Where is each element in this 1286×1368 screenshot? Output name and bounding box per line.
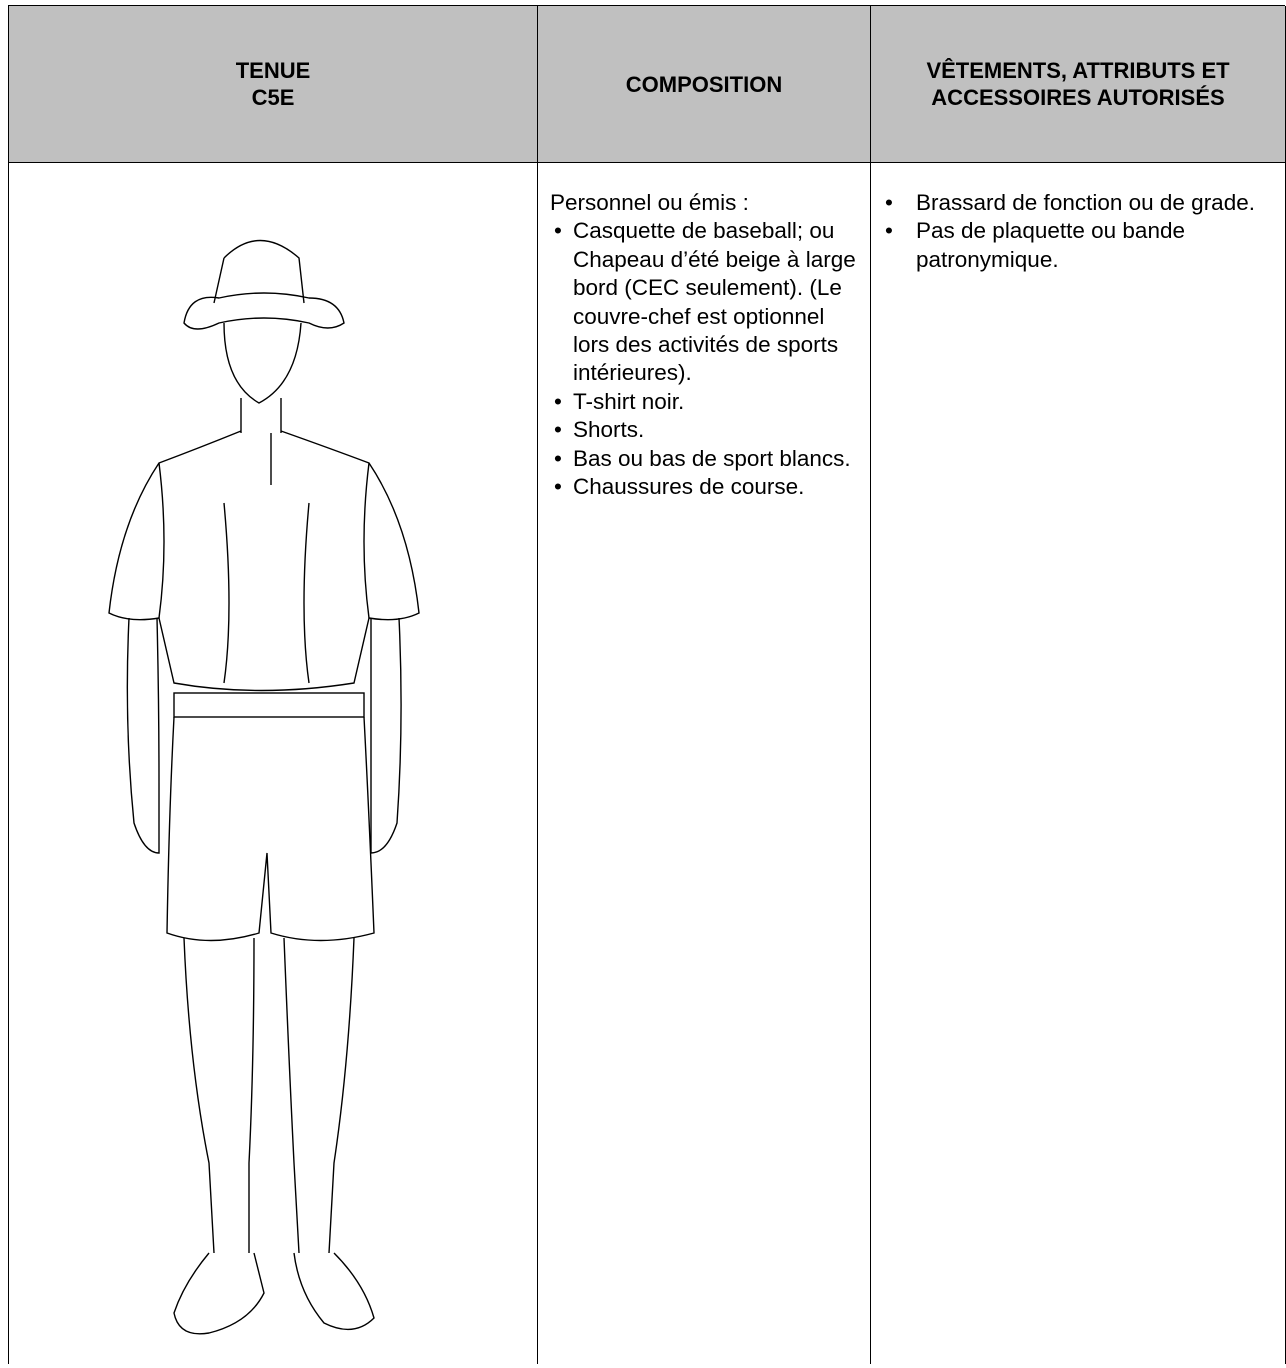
accessories-list: Brassard de fonction ou de grade.Pas de … [871,189,1265,274]
accessory-item: Pas de plaquette ou bande patronymique. [871,217,1265,274]
header-cell: TENUE C5E [9,6,538,163]
accessories-cell: Brassard de fonction ou de grade.Pas de … [871,163,1286,1364]
composition-list: Casquette de baseball; ou Chapeau d’été … [550,217,862,501]
composition-cell: Personnel ou émis : Casquette de basebal… [538,163,871,1364]
header-line: COMPOSITION [625,71,783,97]
accessory-item: Brassard de fonction ou de grade. [871,189,1265,218]
right-arm [370,617,402,854]
hat [223,239,305,304]
legs [183,937,355,1254]
header-line: VÊTEMENTS, ATTRIBUTS ET ACCESSOIRES AUTO… [926,58,1230,110]
header-line: C5E [251,85,295,110]
composition-intro: Personnel ou émis : [550,190,749,215]
composition-item: Shorts. [550,416,862,445]
uniform-table: TENUE C5E COMPOSITION VÊTEMENTS, ATTRIBU… [8,5,1286,1364]
neck [240,398,282,433]
composition-item: Chaussures de course. [550,473,862,502]
face [223,322,302,404]
right-shoe [293,1252,375,1331]
waistband [173,692,365,718]
uniform-illustration [108,239,420,1335]
hat-brim [183,292,345,330]
shorts [166,716,375,942]
left-arm [126,617,160,854]
header-cell: COMPOSITION [538,6,871,163]
header-cell: VÊTEMENTS, ATTRIBUTS ET ACCESSOIRES AUTO… [871,6,1286,163]
composition-item: Casquette de baseball; ou Chapeau d’été … [550,217,862,387]
left-shoe [173,1252,265,1335]
hat [213,257,225,304]
shirt [108,430,420,692]
header-line: TENUE [235,58,311,83]
illustration-cell [9,163,538,1364]
composition-item: T-shirt noir. [550,388,862,417]
composition-item: Bas ou bas de sport blancs. [550,445,862,474]
shirt-folds [158,462,370,684]
